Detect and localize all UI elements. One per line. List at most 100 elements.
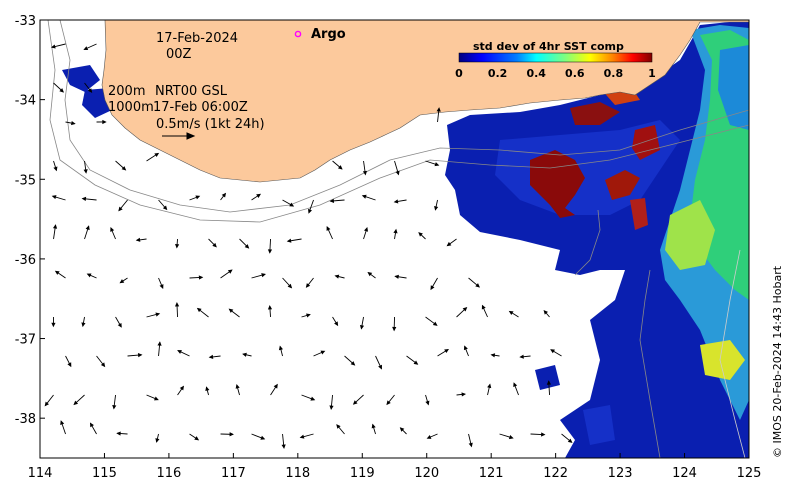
- current-vector-head: [159, 284, 164, 289]
- current-vector-head: [426, 435, 432, 439]
- x-tick-label: 124: [672, 466, 697, 481]
- current-vector-head: [543, 309, 548, 315]
- argo-label: Argo: [311, 27, 346, 42]
- current-vector-head: [336, 424, 341, 429]
- current-vector-head: [81, 322, 86, 328]
- current-vector-head: [227, 269, 233, 274]
- current-vector-head: [393, 228, 398, 234]
- current-vector-head: [244, 244, 250, 249]
- colorbar: [458, 52, 653, 63]
- current-vector-head: [308, 208, 312, 214]
- axes-frame: [39, 19, 750, 459]
- current-vector-head: [329, 405, 334, 410]
- current-vector-head: [89, 422, 94, 428]
- current-vector-head: [177, 350, 182, 354]
- current-vector-head: [235, 384, 240, 389]
- current-vector-head: [119, 279, 125, 284]
- current-vector-head: [446, 241, 452, 247]
- current-vector-head: [392, 326, 397, 332]
- current-vector-head: [67, 362, 72, 368]
- current-vector-head: [50, 44, 56, 49]
- current-vector-head: [87, 88, 93, 93]
- current-vector-head: [434, 162, 440, 167]
- current-vector-head: [154, 152, 160, 157]
- current-vector-head: [175, 244, 180, 249]
- current-vector-head: [205, 386, 210, 392]
- current-vector-head: [413, 360, 419, 365]
- current-vector-head: [162, 205, 168, 211]
- current-vector-head: [337, 165, 343, 170]
- current-vector-head: [399, 427, 405, 432]
- time-label: 00Z: [166, 47, 192, 62]
- current-vector-head: [242, 352, 247, 357]
- current-vector-head: [306, 313, 311, 318]
- current-vector-head: [481, 304, 486, 310]
- current-vector-head: [100, 362, 106, 368]
- colorbar-tick-label: 1: [648, 67, 656, 80]
- x-tick-label: 120: [414, 466, 439, 481]
- colorbar-ticks: 0 0.2 0.4 0.6 0.8 1: [455, 67, 656, 80]
- current-vector-head: [371, 423, 376, 429]
- y-tick-label: -33: [15, 14, 36, 29]
- current-vector-head: [196, 307, 202, 313]
- x-tick-label: 117: [221, 466, 246, 481]
- current-vector-head: [475, 283, 481, 288]
- current-vector-head: [434, 206, 439, 211]
- current-vector-head: [73, 400, 79, 406]
- current-vector-head: [52, 224, 58, 229]
- colorbar-tick-label: 0.6: [565, 67, 585, 80]
- current-vector-head: [350, 361, 356, 366]
- x-tick-label: 125: [737, 466, 762, 481]
- current-vector-head: [83, 169, 88, 174]
- current-vector-head: [71, 121, 76, 126]
- x-tick-label: 123: [608, 466, 633, 481]
- current-vector-head: [364, 226, 369, 232]
- current-vector-head: [59, 88, 64, 93]
- current-vector-head: [60, 420, 65, 425]
- current-vector-head: [329, 198, 335, 203]
- current-vector-head: [121, 166, 127, 171]
- current-vector-head: [117, 322, 122, 328]
- current-vector-head: [154, 396, 159, 401]
- scale-arrow: [162, 132, 196, 140]
- current-vector-head: [179, 385, 184, 391]
- x-tick-label: 119: [350, 466, 375, 481]
- current-vector-head: [490, 353, 496, 358]
- y-tick-label: -37: [15, 333, 36, 348]
- product-label: NRT00 GSL: [155, 84, 228, 99]
- current-vector-head: [261, 273, 266, 278]
- y-tick-label: -38: [15, 412, 36, 427]
- current-vector-head: [54, 270, 60, 275]
- current-vector-head: [567, 438, 573, 443]
- credit-label: © IMOS 20-Feb-2024 14:43 Hobart: [771, 265, 784, 458]
- current-vector-head: [229, 432, 234, 437]
- current-vector-head: [378, 364, 382, 370]
- current-vector-head: [386, 400, 391, 406]
- current-vector-head: [362, 170, 368, 176]
- current-vector-head: [320, 350, 326, 355]
- current-vector-head: [221, 192, 227, 198]
- current-vector-head: [208, 354, 214, 359]
- colorbar-title: std dev of 4hr SST comp: [473, 40, 624, 53]
- current-vector-head: [418, 232, 423, 237]
- current-vector-head: [436, 107, 441, 112]
- scale-label: 0.5m/s (1kt 24h): [156, 117, 265, 132]
- y-tick-label: -35: [15, 173, 36, 188]
- current-vector-head: [194, 436, 200, 441]
- depth-shallow-label: 200m: [108, 84, 145, 99]
- colorbar-tick-label: 0.2: [488, 67, 508, 80]
- current-vector-head: [174, 302, 180, 307]
- x-tick-label: 121: [479, 466, 504, 481]
- current-vector-head: [430, 285, 435, 291]
- current-vector-head: [112, 404, 117, 410]
- current-vector-head: [513, 382, 518, 388]
- current-vector-head: [519, 354, 524, 359]
- y-tick-label: -34: [15, 94, 36, 109]
- current-vectors: [44, 43, 573, 449]
- current-vector-head: [155, 438, 160, 443]
- current-vector-head: [278, 345, 283, 351]
- current-vector-head: [468, 442, 473, 448]
- current-vector-head: [51, 195, 57, 200]
- current-vector-head: [461, 392, 467, 397]
- current-vector-head: [286, 238, 292, 243]
